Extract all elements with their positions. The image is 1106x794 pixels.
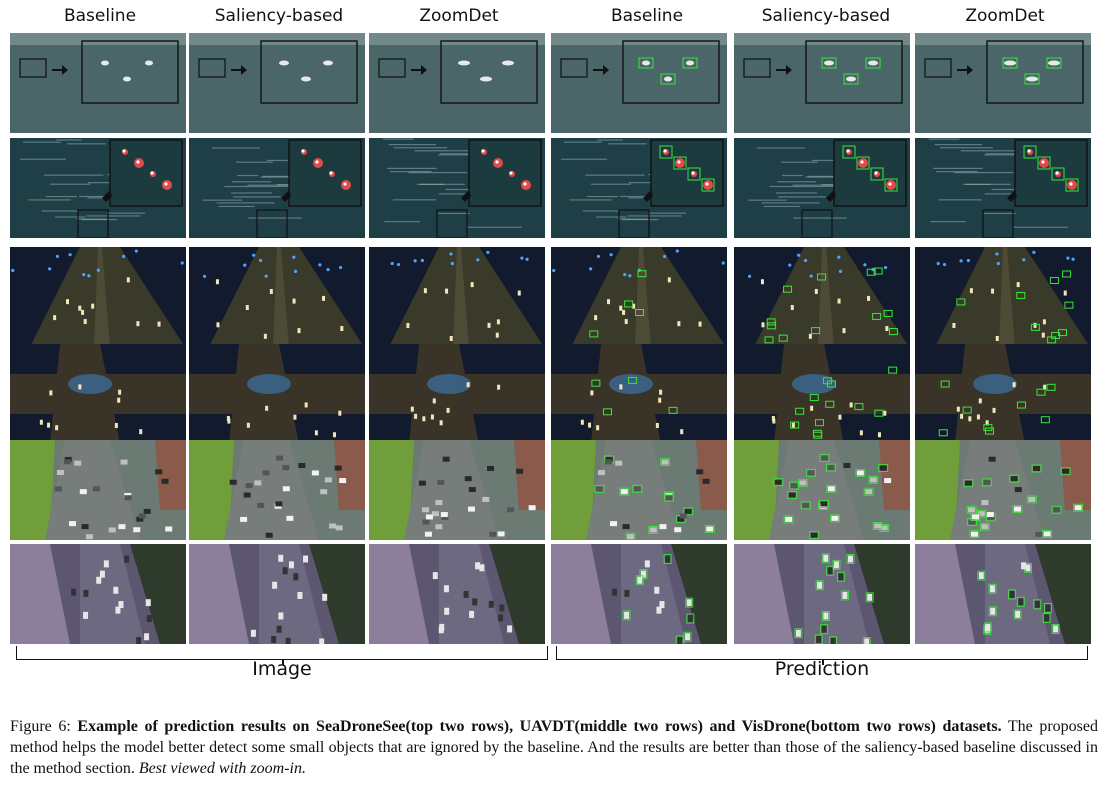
figure-tile-night-intersection-col-3 xyxy=(369,344,545,444)
figure-tile-night-road-col-4 xyxy=(551,247,727,347)
image-group-brace xyxy=(16,646,548,665)
scene-night-road-image xyxy=(189,247,365,347)
scene-night-intersection-image xyxy=(915,344,1091,444)
scene-night-intersection-image xyxy=(10,344,186,444)
column-header-image-saliency: Saliency-based xyxy=(214,6,344,26)
scene-dusk-road-image xyxy=(551,544,727,644)
column-header-pred-baseline: Baseline xyxy=(610,6,684,26)
scene-night-road-image xyxy=(915,247,1091,347)
figure-tile-sea-far-col-1 xyxy=(10,33,186,133)
scene-dusk-road-image xyxy=(10,544,186,644)
caption-title-period: . xyxy=(997,718,1002,735)
scene-day-street-image xyxy=(10,440,186,540)
figure-tile-day-street-col-1 xyxy=(10,440,186,540)
figure-tile-dusk-road-col-2 xyxy=(189,544,365,644)
figure-tile-sea-far-col-4 xyxy=(551,33,727,133)
column-header-image-zoomdet: ZoomDet xyxy=(419,6,499,26)
figure-tile-dusk-road-col-5 xyxy=(734,544,910,644)
scene-sea-far-image xyxy=(189,33,365,133)
scene-sea-near-image xyxy=(734,138,910,238)
scene-sea-far-image xyxy=(10,33,186,133)
scene-sea-near-image xyxy=(551,138,727,238)
figure-tile-sea-far-col-3 xyxy=(369,33,545,133)
scene-dusk-road-image xyxy=(189,544,365,644)
column-header-pred-saliency: Saliency-based xyxy=(761,6,891,26)
scene-sea-far-image xyxy=(551,33,727,133)
figure-tile-sea-near-col-4 xyxy=(551,138,727,238)
scene-sea-near-image xyxy=(369,138,545,238)
scene-day-street-image xyxy=(369,440,545,540)
scene-sea-near-image xyxy=(189,138,365,238)
scene-sea-far-image xyxy=(369,33,545,133)
scene-day-street-image xyxy=(189,440,365,540)
figure-tile-dusk-road-col-6 xyxy=(915,544,1091,644)
scene-sea-near-image xyxy=(10,138,186,238)
scene-sea-near-image xyxy=(915,138,1091,238)
figure-tile-night-road-col-1 xyxy=(10,247,186,347)
caption-title: Example of prediction results on SeaDron… xyxy=(77,718,998,735)
figure-tile-day-street-col-3 xyxy=(369,440,545,540)
figure-tile-dusk-road-col-3 xyxy=(369,544,545,644)
figure-tile-day-street-col-4 xyxy=(551,440,727,540)
figure-tile-night-intersection-col-6 xyxy=(915,344,1091,444)
figure-tile-sea-near-col-1 xyxy=(10,138,186,238)
figure-tile-sea-near-col-2 xyxy=(189,138,365,238)
figure-tile-dusk-road-col-1 xyxy=(10,544,186,644)
scene-dusk-road-image xyxy=(369,544,545,644)
figure-tile-night-road-col-3 xyxy=(369,247,545,347)
scene-night-intersection-image xyxy=(369,344,545,444)
scene-night-road-image xyxy=(10,247,186,347)
scene-night-intersection-image xyxy=(551,344,727,444)
figure-tile-sea-far-col-2 xyxy=(189,33,365,133)
scene-night-road-image xyxy=(734,247,910,347)
figure-tile-sea-far-col-6 xyxy=(915,33,1091,133)
figure-caption: Figure 6: Example of prediction results … xyxy=(10,716,1098,779)
figure-tile-sea-near-col-6 xyxy=(915,138,1091,238)
figure-tile-night-road-col-6 xyxy=(915,247,1091,347)
figure-tile-night-intersection-col-4 xyxy=(551,344,727,444)
scene-dusk-road-image xyxy=(734,544,910,644)
column-header-pred-zoomdet: ZoomDet xyxy=(965,6,1045,26)
figure-tile-day-street-col-2 xyxy=(189,440,365,540)
scene-sea-far-image xyxy=(915,33,1091,133)
figure-tile-night-road-col-5 xyxy=(734,247,910,347)
group-label-prediction: Prediction xyxy=(774,658,870,680)
figure-tile-night-intersection-col-1 xyxy=(10,344,186,444)
caption-note: Best viewed with zoom-in. xyxy=(138,760,306,777)
figure-tile-day-street-col-6 xyxy=(915,440,1091,540)
caption-body: The proposed method helps the model bett… xyxy=(10,718,1098,777)
scene-night-intersection-image xyxy=(734,344,910,444)
figure-tile-night-road-col-2 xyxy=(189,247,365,347)
column-header-image-baseline: Baseline xyxy=(63,6,137,26)
scene-day-street-image xyxy=(734,440,910,540)
scene-dusk-road-image xyxy=(915,544,1091,644)
figure-tile-dusk-road-col-4 xyxy=(551,544,727,644)
prediction-group-brace xyxy=(556,646,1088,665)
scene-night-road-image xyxy=(369,247,545,347)
group-label-image: Image xyxy=(252,658,312,680)
figure-tile-sea-near-col-3 xyxy=(369,138,545,238)
scene-day-street-image xyxy=(915,440,1091,540)
figure-tile-night-intersection-col-2 xyxy=(189,344,365,444)
figure-tile-sea-far-col-5 xyxy=(734,33,910,133)
figure-tile-day-street-col-5 xyxy=(734,440,910,540)
scene-sea-far-image xyxy=(734,33,910,133)
scene-night-intersection-image xyxy=(189,344,365,444)
scene-night-road-image xyxy=(551,247,727,347)
scene-day-street-image xyxy=(551,440,727,540)
caption-prefix: Figure 6: xyxy=(10,718,78,735)
figure-tile-night-intersection-col-5 xyxy=(734,344,910,444)
figure-tile-sea-near-col-5 xyxy=(734,138,910,238)
